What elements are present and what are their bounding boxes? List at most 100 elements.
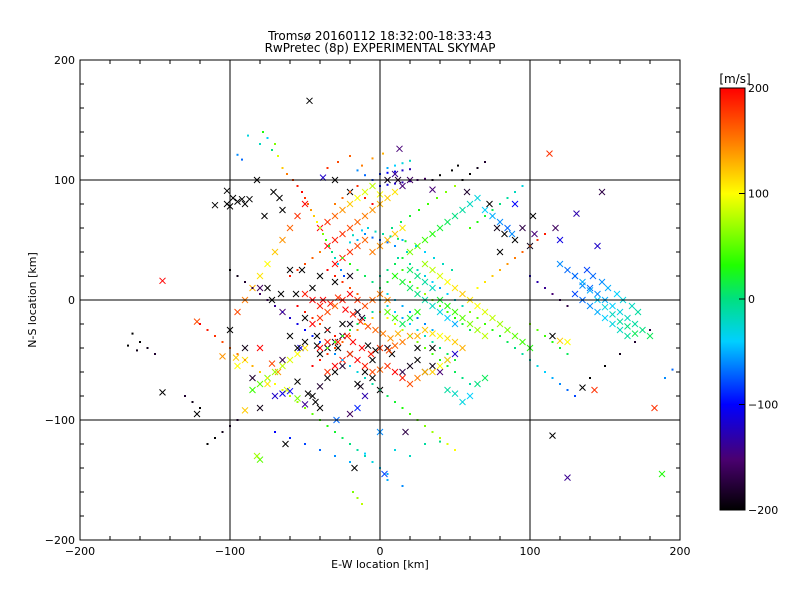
x-marker-point xyxy=(436,272,444,280)
dot-marker-point xyxy=(311,335,314,337)
x-marker-point xyxy=(256,284,264,292)
x-marker-point xyxy=(361,188,369,196)
dot-marker-point xyxy=(311,257,314,259)
x-marker-point xyxy=(316,272,324,280)
dot-marker-point xyxy=(364,377,366,379)
dot-marker-point xyxy=(401,239,404,241)
dot-marker-point xyxy=(184,395,186,397)
x-marker-point xyxy=(301,290,309,298)
x-marker-point xyxy=(616,308,624,316)
x-marker-point xyxy=(519,338,526,346)
x-marker-point xyxy=(571,290,579,298)
dot-marker-point xyxy=(386,281,389,283)
x-marker-point xyxy=(628,302,636,310)
x-marker-point xyxy=(346,320,354,328)
dot-marker-point xyxy=(304,197,306,199)
dot-marker-point xyxy=(424,275,426,277)
dot-marker-point xyxy=(457,164,459,167)
dot-marker-point xyxy=(566,353,569,355)
x-marker-point xyxy=(529,212,537,220)
dot-marker-point xyxy=(536,281,539,283)
x-tick-label: −200 xyxy=(65,545,95,558)
x-marker-point xyxy=(496,320,504,328)
x-marker-point xyxy=(391,230,399,238)
dot-marker-point xyxy=(406,251,408,253)
x-marker-point xyxy=(624,314,631,322)
x-marker-point xyxy=(324,374,331,382)
dot-marker-point xyxy=(326,347,329,349)
dot-marker-point xyxy=(341,257,344,259)
x-marker-point xyxy=(421,236,429,244)
dot-marker-point xyxy=(311,317,314,319)
dot-marker-point xyxy=(251,365,254,367)
dot-marker-point xyxy=(491,275,494,277)
dot-marker-point xyxy=(127,344,129,347)
x-marker-point xyxy=(369,182,376,190)
x-marker-point xyxy=(564,266,571,274)
dot-marker-point xyxy=(356,239,359,241)
x-marker-point xyxy=(334,338,342,346)
x-marker-point xyxy=(279,236,286,244)
dot-marker-point xyxy=(322,233,324,235)
x-marker-point xyxy=(486,200,493,208)
x-marker-point xyxy=(324,218,331,226)
x-marker-point xyxy=(354,404,361,412)
x-marker-point xyxy=(399,224,406,232)
dot-marker-point xyxy=(319,341,321,343)
dot-marker-point xyxy=(337,161,339,163)
dot-marker-point xyxy=(331,251,333,253)
x-marker-point xyxy=(591,386,598,394)
x-marker-point xyxy=(270,188,277,196)
dot-marker-point xyxy=(286,173,288,175)
x-marker-point xyxy=(564,474,571,481)
dot-marker-point xyxy=(469,383,471,385)
x-marker-point xyxy=(451,308,459,316)
dot-marker-point xyxy=(325,239,327,241)
dot-marker-point xyxy=(401,329,404,331)
x-marker-point xyxy=(436,332,444,340)
dot-marker-point xyxy=(446,365,449,367)
dot-marker-point xyxy=(544,233,546,235)
x-marker-point xyxy=(556,260,564,268)
x-marker-point xyxy=(399,320,406,328)
x-marker-point xyxy=(286,356,294,364)
dot-marker-point xyxy=(301,191,303,193)
x-marker-point xyxy=(294,395,301,402)
x-marker-point xyxy=(369,356,376,364)
x-marker-point xyxy=(624,332,631,340)
dot-marker-point xyxy=(371,311,374,313)
x-marker-point xyxy=(436,308,444,316)
dot-marker-point xyxy=(424,425,426,427)
y-axis-label: N-S location [km] xyxy=(26,252,39,348)
dot-marker-point xyxy=(356,169,359,172)
dot-marker-point xyxy=(476,221,479,223)
x-marker-point xyxy=(193,410,201,418)
x-marker-point xyxy=(552,224,559,232)
x-marker-point xyxy=(444,302,451,310)
dot-marker-point xyxy=(394,323,396,325)
x-marker-point xyxy=(481,206,489,214)
dot-marker-point xyxy=(304,443,306,445)
x-marker-point xyxy=(396,145,403,153)
dot-marker-point xyxy=(536,239,539,241)
x-marker-point xyxy=(346,410,354,418)
x-marker-point xyxy=(234,362,241,370)
x-marker-point xyxy=(241,200,249,208)
dot-marker-point xyxy=(139,341,141,343)
x-marker-point xyxy=(241,344,249,352)
dot-marker-point xyxy=(566,389,569,391)
dot-marker-point xyxy=(341,335,344,337)
dot-marker-point xyxy=(337,263,339,265)
dot-marker-point xyxy=(433,257,435,259)
x-marker-point xyxy=(331,278,339,286)
x-marker-point xyxy=(466,200,474,208)
colorbar-tick-label: 200 xyxy=(748,82,769,95)
x-marker-point xyxy=(361,212,369,220)
x-marker-point xyxy=(451,284,459,292)
dot-marker-point xyxy=(476,317,479,319)
x-marker-point xyxy=(564,338,571,346)
dot-marker-point xyxy=(334,335,336,337)
dot-marker-point xyxy=(386,473,389,475)
x-marker-point xyxy=(301,344,309,352)
x-marker-point xyxy=(264,260,271,268)
